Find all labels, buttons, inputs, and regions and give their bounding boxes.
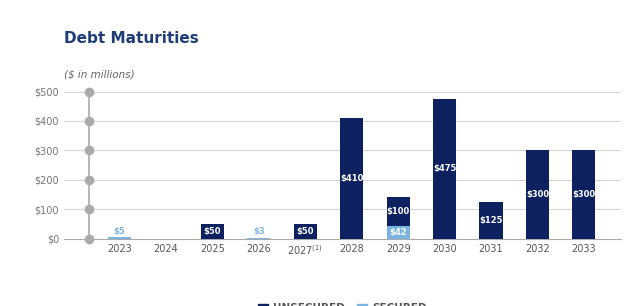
Bar [340,118,364,239]
Bar [572,151,595,239]
Text: $475: $475 [433,164,456,173]
Text: $3: $3 [253,227,264,236]
Bar [108,237,131,239]
Bar [247,238,271,239]
Bar [387,197,410,226]
Bar [479,202,502,239]
Text: $100: $100 [387,207,410,216]
Text: Debt Maturities: Debt Maturities [64,31,199,46]
Text: $50: $50 [204,227,221,236]
Text: $42: $42 [389,228,407,237]
Bar [387,226,410,239]
Text: $5: $5 [114,227,125,236]
Text: $125: $125 [479,216,503,225]
Text: $300: $300 [572,190,595,199]
Text: $50: $50 [296,227,314,236]
Text: $300: $300 [526,190,549,199]
Bar [526,151,549,239]
Bar [201,224,224,239]
Legend: UNSECURED, SECURED: UNSECURED, SECURED [254,299,431,306]
Bar [294,224,317,239]
Bar [433,99,456,239]
Text: $410: $410 [340,174,364,183]
Text: ($ in millions): ($ in millions) [64,69,134,80]
